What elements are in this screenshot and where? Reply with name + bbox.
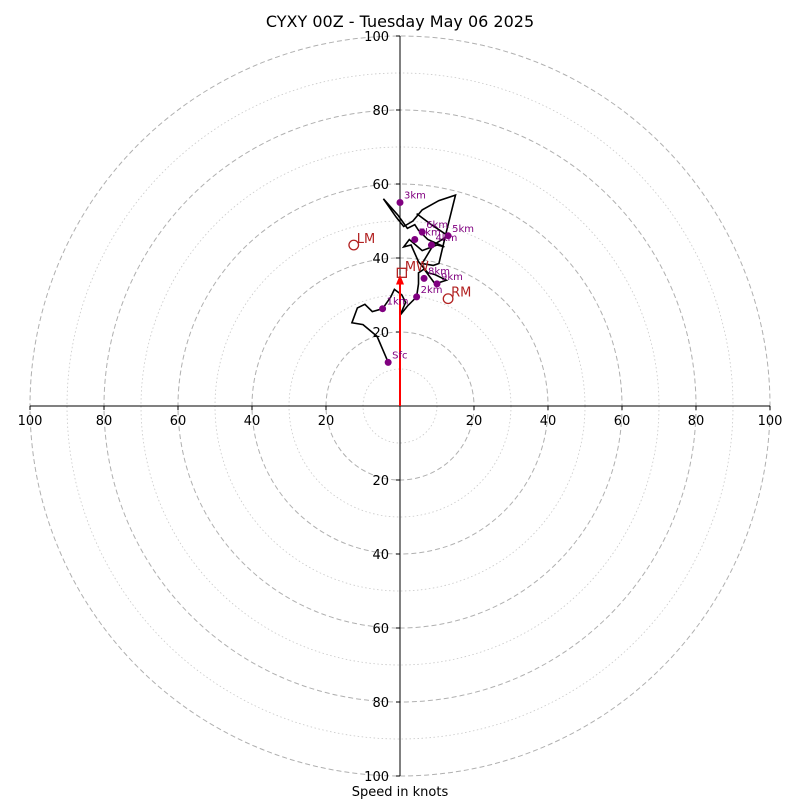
x-tick-label-right-80: 80 (688, 414, 705, 429)
hodograph-line (350, 193, 457, 363)
height-marker-8km (420, 274, 428, 282)
height-markers: Sfc1km2km3km4km5km6km7km8km9km (379, 191, 474, 366)
height-marker-2km (413, 293, 421, 301)
height-label-1km: 1km (387, 297, 409, 308)
y-tick-label-up-80: 80 (372, 104, 389, 119)
height-marker-4km (427, 241, 435, 249)
height-marker-5km (444, 232, 452, 240)
motion-marker-rm (442, 293, 454, 305)
shear-vector-head (396, 274, 404, 285)
shear-vector (396, 274, 404, 406)
height-marker-Sfc (384, 358, 392, 366)
height-marker-3km (396, 199, 404, 206)
x-tick-label-right-60: 60 (614, 414, 631, 429)
y-tick-label-down-80: 80 (372, 696, 389, 711)
x-tick-label-left-60: 60 (170, 414, 187, 429)
x-tick-label-right-40: 40 (540, 414, 557, 429)
y-tick-label-down-40: 40 (372, 548, 389, 563)
y-tick-label-down-20: 20 (372, 474, 389, 489)
tick-labels: 20 20 20 20 40 40 40 40 60 60 60 60 80 80 80 80 100 100 10… (18, 30, 783, 785)
height-label-2km: 2km (421, 285, 443, 296)
y-tick-label-down-60: 60 (372, 622, 389, 637)
x-tick-label-right-20: 20 (466, 414, 483, 429)
motion-marker-mw (396, 267, 408, 278)
height-marker-1km (379, 305, 387, 313)
y-tick-label-up-20: 20 (372, 326, 389, 341)
height-label-3km: 3km (404, 191, 426, 202)
x-axis-label: Speed in knots (352, 785, 449, 800)
y-tick-label-up-40: 40 (372, 252, 389, 267)
motion-label-rm: RM (451, 286, 471, 301)
x-tick-label-left-20: 20 (318, 414, 335, 429)
chart-title: CYXY 00Z - Tuesday May 06 2025 (266, 12, 534, 31)
height-label-9km: 9km (441, 272, 463, 283)
height-label-5km: 5km (452, 224, 474, 235)
height-marker-9km (433, 280, 441, 288)
height-marker-7km (411, 236, 419, 243)
x-tick-label-left-40: 40 (244, 414, 261, 429)
y-tick-label-up-100: 100 (364, 30, 389, 45)
x-tick-label-right-100: 100 (758, 414, 783, 429)
motion-marker-lm (348, 239, 360, 251)
motion-label-mw: MW (405, 260, 429, 275)
hodograph-trace (350, 193, 457, 363)
y-tick-label-down-100: 100 (364, 770, 389, 785)
height-label-7km: 7km (419, 228, 441, 239)
x-tick-label-left-80: 80 (96, 414, 113, 429)
storm-motion-markers: LM MW RM (348, 232, 471, 305)
height-label-8km: 8km (428, 266, 450, 277)
height-label-6km: 6km (426, 220, 448, 231)
x-tick-label-left-100: 100 (18, 414, 43, 429)
y-tick-label-up-60: 60 (372, 178, 389, 193)
height-label-Sfc: Sfc (392, 350, 407, 361)
height-marker-6km (418, 228, 426, 236)
motion-label-lm: LM (357, 232, 375, 247)
